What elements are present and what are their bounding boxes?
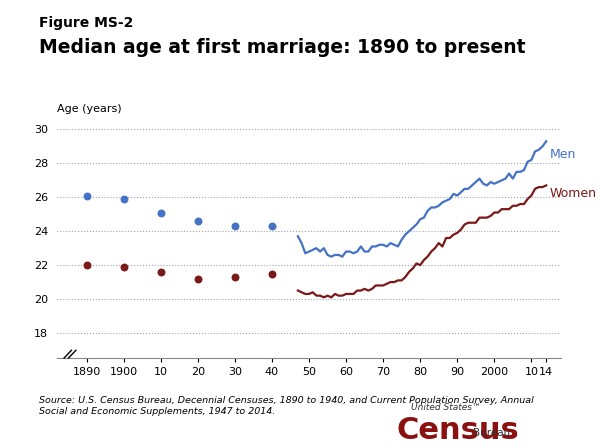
Point [156,268,166,276]
Text: Men: Men [550,148,576,161]
Text: Age (years): Age (years) [57,104,122,114]
Text: Census: Census [396,416,519,445]
Point [82,192,91,199]
Text: Bureau: Bureau [473,428,511,438]
Text: United States™: United States™ [411,403,481,412]
Point [193,217,203,224]
Text: Women: Women [550,187,597,200]
Point [267,270,277,277]
Text: Median age at first marriage: 1890 to present: Median age at first marriage: 1890 to pr… [39,38,526,57]
Point [119,263,128,271]
Point [230,223,239,230]
Point [193,275,203,282]
Point [82,262,91,269]
Point [267,223,277,230]
Point [119,195,128,202]
Text: Source: U.S. Census Bureau, Decennial Censuses, 1890 to 1940, and Current Popula: Source: U.S. Census Bureau, Decennial Ce… [39,396,534,416]
Text: Figure MS-2: Figure MS-2 [39,16,133,30]
Point [156,209,166,216]
Point [230,273,239,280]
